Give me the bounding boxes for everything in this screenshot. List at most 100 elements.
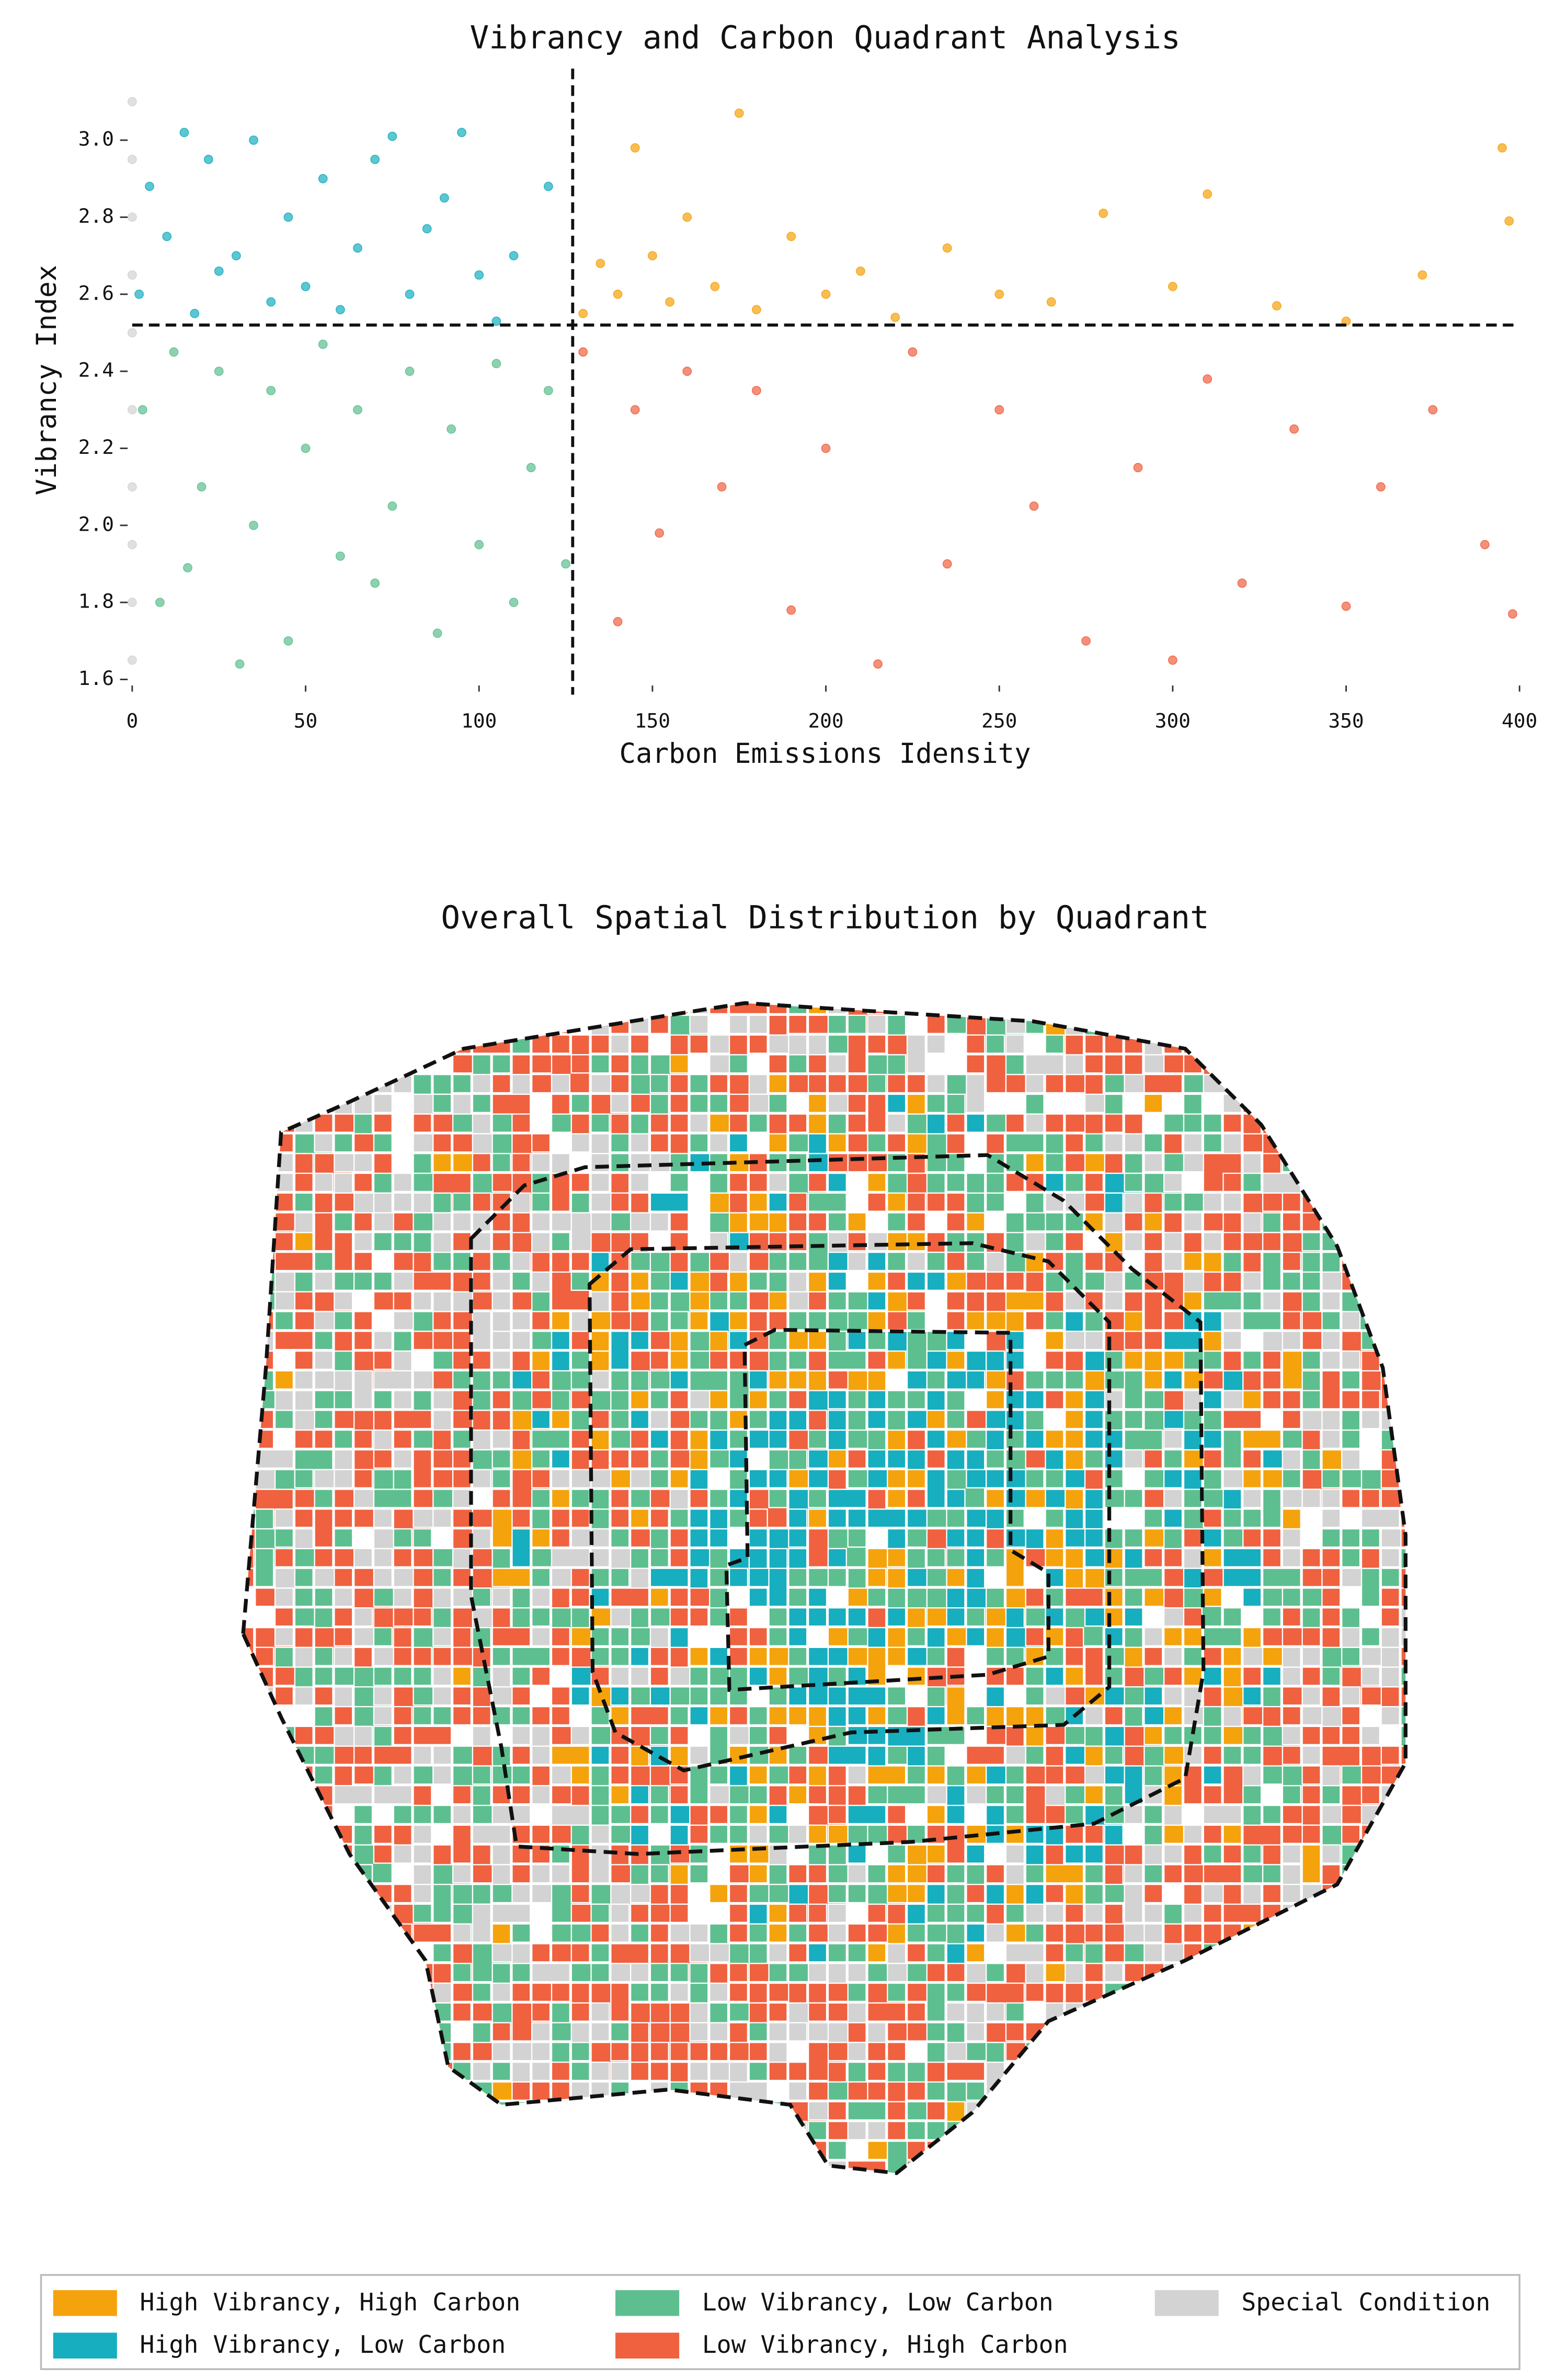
map-parcel xyxy=(1321,1982,1341,2022)
map-parcel xyxy=(432,1804,452,1825)
map-parcel xyxy=(432,1093,452,1113)
map-parcel xyxy=(768,2022,788,2042)
map-parcel xyxy=(728,1113,749,1133)
map-parcel xyxy=(1203,1528,1222,1548)
map-parcel xyxy=(1400,1725,1406,1765)
map-parcel xyxy=(867,1093,887,1133)
map-parcel xyxy=(1262,1903,1282,1943)
map-parcel xyxy=(334,2141,373,2173)
map-parcel xyxy=(531,1785,551,1805)
map-parcel xyxy=(649,1785,669,1805)
map-parcel xyxy=(1143,1331,1163,1351)
map-parcel xyxy=(1301,1548,1321,1567)
map-parcel xyxy=(807,1003,828,1015)
map-parcel xyxy=(610,1587,650,1607)
map-parcel xyxy=(1025,2062,1045,2101)
map-parcel xyxy=(649,1390,669,1410)
map-parcel xyxy=(274,1686,294,1706)
map-parcel xyxy=(1360,2022,1381,2042)
map-parcel xyxy=(452,1449,472,1469)
map-parcel xyxy=(1341,1370,1361,1390)
map-parcel xyxy=(1301,1883,1341,1923)
map-parcel xyxy=(1025,1390,1045,1410)
map-parcel xyxy=(926,1982,946,2022)
map-parcel xyxy=(1301,1054,1321,1094)
map-parcel xyxy=(243,1943,255,1963)
map-parcel xyxy=(314,1883,334,1904)
map-parcel xyxy=(1242,1666,1262,1686)
map-parcel xyxy=(1321,1883,1341,1904)
map-parcel xyxy=(1104,1113,1124,1133)
map-parcel xyxy=(393,1172,413,1193)
map-parcel xyxy=(1045,1390,1065,1410)
map-parcel xyxy=(1203,1232,1222,1252)
map-parcel xyxy=(610,2141,650,2160)
map-parcel xyxy=(1360,1903,1381,1923)
map-parcel xyxy=(1341,2062,1361,2081)
map-parcel xyxy=(452,1251,472,1272)
map-parcel xyxy=(1400,1469,1406,1508)
map-parcel xyxy=(531,1745,551,1765)
map-parcel xyxy=(788,1686,808,1706)
map-parcel xyxy=(1203,2062,1222,2081)
map-parcel xyxy=(1045,1508,1065,1528)
scatter-point xyxy=(335,551,345,561)
map-parcel xyxy=(1380,1864,1400,1904)
map-parcel xyxy=(1360,1232,1381,1272)
map-parcel xyxy=(906,1311,926,1331)
map-parcel xyxy=(274,2160,314,2173)
map-parcel xyxy=(551,1489,571,1508)
map-parcel xyxy=(906,1192,926,1212)
map-parcel xyxy=(827,1390,847,1410)
map-parcel xyxy=(1400,2121,1406,2141)
map-parcel xyxy=(827,1014,847,1034)
map-parcel xyxy=(1203,1113,1222,1133)
map-parcel xyxy=(1262,1232,1282,1252)
map-parcel xyxy=(630,1804,650,1825)
map-parcel xyxy=(1045,1903,1065,1923)
scatter-point xyxy=(422,224,432,234)
map-parcel xyxy=(807,1054,828,1074)
map-parcel xyxy=(1242,2101,1262,2141)
map-parcel xyxy=(1005,2022,1025,2042)
map-parcel xyxy=(1341,1311,1361,1331)
map-parcel xyxy=(1301,2141,1321,2160)
map-parcel xyxy=(1124,1350,1143,1370)
map-parcel xyxy=(748,2062,768,2081)
map-parcel xyxy=(294,1903,314,1923)
map-parcel xyxy=(570,1133,590,1153)
map-parcel xyxy=(1400,1350,1406,1370)
map-parcel xyxy=(887,1844,907,1864)
map-parcel xyxy=(353,1232,373,1252)
legend-label: High Vibrancy, High Carbon xyxy=(140,2288,520,2316)
map-parcel xyxy=(1262,1073,1282,1113)
map-parcel xyxy=(748,1666,768,1686)
map-parcel xyxy=(1380,1567,1400,1587)
map-parcel xyxy=(314,1034,334,1054)
map-parcel xyxy=(353,2042,393,2062)
map-parcel xyxy=(334,1390,353,1410)
map-parcel xyxy=(1242,1469,1262,1489)
map-parcel xyxy=(373,1054,393,1074)
map-parcel xyxy=(314,1331,334,1351)
map-parcel xyxy=(551,1646,571,1666)
map-parcel xyxy=(432,1883,452,1923)
map-parcel xyxy=(1400,1804,1406,1825)
map-parcel xyxy=(334,2160,353,2173)
map-parcel xyxy=(353,2121,373,2141)
map-parcel xyxy=(748,2022,768,2042)
map-parcel xyxy=(768,2002,788,2022)
scatter-point xyxy=(491,359,501,369)
map-parcel xyxy=(1163,2121,1203,2160)
y-tick-label: 2.6 xyxy=(78,281,114,304)
map-parcel xyxy=(243,1172,255,1212)
map-parcel xyxy=(847,1883,867,1904)
map-parcel xyxy=(847,1528,867,1548)
map-parcel xyxy=(1400,1666,1406,1686)
map-parcel xyxy=(827,2160,847,2173)
map-parcel xyxy=(1321,1291,1341,1311)
map-parcel xyxy=(610,1982,630,2022)
map-parcel xyxy=(432,2081,452,2121)
map-parcel xyxy=(768,1804,788,1825)
map-parcel xyxy=(1282,1903,1321,1923)
